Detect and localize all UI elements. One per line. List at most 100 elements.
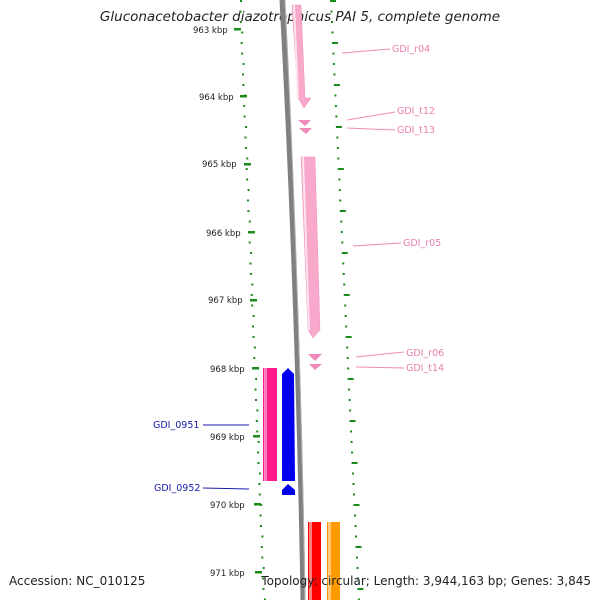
track-dash xyxy=(256,430,259,433)
track-dash xyxy=(262,588,265,590)
track-dash xyxy=(250,294,253,296)
scale-tick xyxy=(250,299,257,302)
feature-gdi-r05-highlight xyxy=(302,157,310,330)
track-dash xyxy=(348,399,351,401)
track-dash xyxy=(330,21,333,23)
track-dash xyxy=(249,262,252,265)
scale-label-970: 970 kbp xyxy=(210,501,245,511)
feature-gdi-t13[interactable] xyxy=(299,128,312,134)
feature-gdi-r05[interactable] xyxy=(300,156,321,339)
track-dash xyxy=(333,73,336,76)
scale-label-967: 967 kbp xyxy=(208,296,243,306)
track-dash xyxy=(255,378,258,380)
track-dash xyxy=(354,535,357,538)
track-dash xyxy=(331,31,334,34)
track-dash xyxy=(350,441,353,443)
leader-lines xyxy=(202,48,405,490)
track-dash xyxy=(337,157,340,160)
feature-label-gdi-r06[interactable]: GDI_r06 xyxy=(406,348,444,359)
track-dash xyxy=(241,31,244,34)
feature-gdi-t12[interactable] xyxy=(298,120,311,126)
track-dash xyxy=(347,378,354,380)
track-dash xyxy=(357,588,364,590)
track-dash xyxy=(339,199,342,202)
feature-label-gdi-r04[interactable]: GDI_r04 xyxy=(392,44,430,55)
track-dash xyxy=(357,598,360,600)
scale-tick xyxy=(240,95,247,98)
track-dash xyxy=(245,126,248,128)
track-dash xyxy=(355,546,362,548)
feature-label-gdi-t12[interactable]: GDI_t12 xyxy=(397,106,435,117)
scale-tick xyxy=(244,163,251,166)
track-dash xyxy=(257,451,260,454)
track-dash xyxy=(263,598,266,600)
feature-orange-block-highlight xyxy=(328,522,331,600)
track-dash xyxy=(251,304,254,307)
track-dash xyxy=(335,115,338,118)
track-dash xyxy=(342,262,345,265)
track-dash xyxy=(333,84,340,86)
track-dash xyxy=(331,42,338,44)
track-dash xyxy=(337,168,344,170)
track-dash xyxy=(349,409,352,412)
track-dash xyxy=(250,252,253,254)
track-dash xyxy=(258,472,261,475)
track-dash xyxy=(356,577,359,580)
feature-gdi-0951-highlight xyxy=(264,368,267,481)
feature-label-gdi-t13[interactable]: GDI_t13 xyxy=(397,125,435,136)
track-dash xyxy=(252,336,255,338)
track-dash xyxy=(351,451,354,454)
feature-gdi-r04-highlight xyxy=(293,5,299,98)
track-dash xyxy=(341,252,348,254)
track-dash xyxy=(334,105,337,107)
track-dash xyxy=(344,304,347,307)
feature-label-gdi-r05[interactable]: GDI_r05 xyxy=(403,238,441,249)
track-dash xyxy=(248,220,251,223)
track-dash xyxy=(345,325,348,328)
track-dash xyxy=(343,283,346,286)
track-dash xyxy=(346,346,349,349)
track-dash xyxy=(356,567,359,569)
feature-label-gdi-0951[interactable]: GDI_0951 xyxy=(153,420,199,431)
feature-gdi-0952-tip[interactable] xyxy=(282,484,295,495)
track-dash xyxy=(240,0,242,2)
feature-gdi-t14[interactable] xyxy=(309,364,322,370)
track-dash xyxy=(336,136,339,139)
feature-gdi-r06[interactable] xyxy=(308,354,322,361)
feature-label-gdi-t14[interactable]: GDI_t14 xyxy=(406,363,444,374)
track-dash xyxy=(336,147,339,149)
track-dash xyxy=(252,325,255,328)
track-dash xyxy=(239,10,242,13)
track-dash xyxy=(353,504,360,506)
track-dash xyxy=(330,0,336,2)
track-dash xyxy=(346,357,349,359)
track-dash xyxy=(246,199,249,202)
scale-tick xyxy=(253,435,260,438)
track-dash xyxy=(253,346,256,349)
track-dash xyxy=(248,241,251,244)
track-dash xyxy=(244,136,247,139)
track-dash xyxy=(352,472,355,475)
track-dash xyxy=(355,556,358,559)
track-dash xyxy=(242,84,245,86)
scale-label-963: 963 kbp xyxy=(193,26,228,36)
feature-gdi-0952[interactable] xyxy=(282,368,295,481)
scale-label-966: 966 kbp xyxy=(206,229,241,239)
track-dash xyxy=(262,577,265,580)
track-dash xyxy=(353,493,356,496)
track-dash xyxy=(246,157,249,160)
track-dash xyxy=(261,535,264,538)
track-dash xyxy=(256,409,259,412)
track-dash xyxy=(345,336,352,338)
track-dash xyxy=(247,189,250,191)
feature-label-gdi-0952[interactable]: GDI_0952 xyxy=(154,483,200,494)
track-dash xyxy=(340,220,343,223)
track-dash xyxy=(243,115,246,118)
track-dash xyxy=(261,556,264,559)
track-dash xyxy=(241,52,244,55)
track-dash xyxy=(332,63,335,65)
track-dash xyxy=(252,315,255,317)
track-dash xyxy=(344,315,347,317)
track-dash xyxy=(343,294,350,296)
